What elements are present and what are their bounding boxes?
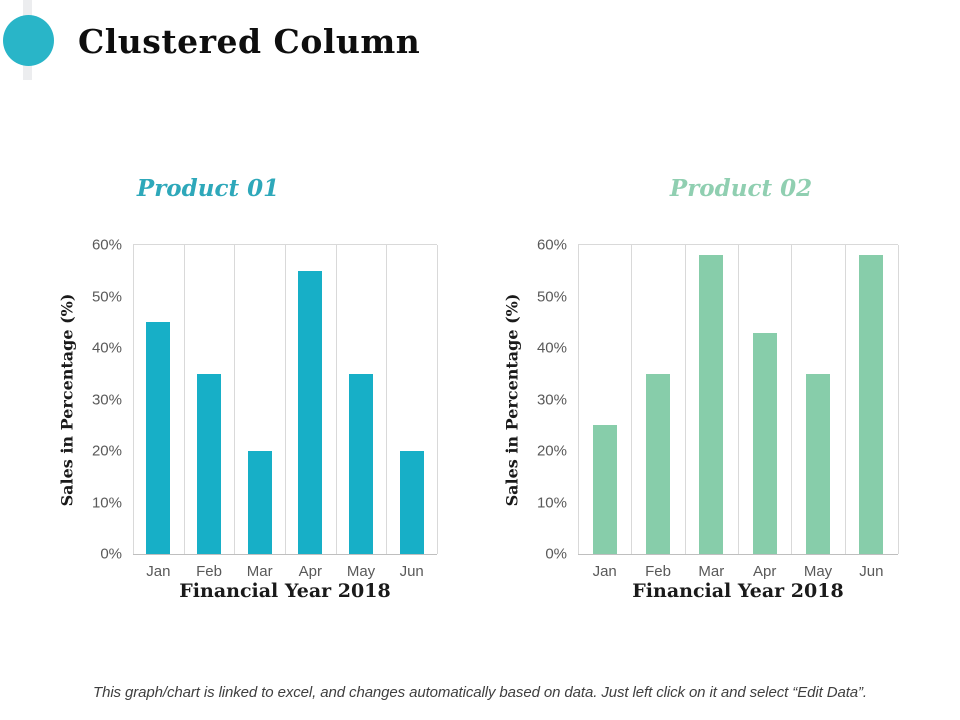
- x-tick-label: Feb: [196, 563, 222, 580]
- x-tick-label: Jun: [399, 563, 424, 580]
- bar-feb: [197, 373, 221, 554]
- x-axis-title: Financial Year 2018: [179, 580, 391, 602]
- gridline: [234, 245, 235, 554]
- x-tick-label: Jan: [592, 563, 617, 580]
- x-tick-label: Mar: [246, 563, 273, 580]
- footer-note: This graph/chart is linked to excel, and…: [93, 684, 867, 701]
- y-tick-label: 0%: [545, 545, 567, 563]
- gridline: [285, 245, 286, 554]
- bar-jun: [859, 255, 884, 554]
- y-tick-label: 0%: [100, 545, 122, 563]
- page-title: Clustered Column: [78, 22, 421, 61]
- bar-may: [806, 373, 830, 554]
- x-tick-label: Apr: [752, 563, 777, 580]
- x-tick-label: Mar: [698, 563, 725, 580]
- gridline: [845, 245, 846, 554]
- y-axis-title: Sales in Percentage (%): [502, 293, 522, 506]
- gridline: [791, 245, 792, 554]
- y-tick-label: 40%: [91, 339, 122, 357]
- gridline: [631, 245, 632, 554]
- bar-apr: [752, 332, 777, 554]
- header-accent-circle-icon: [3, 15, 54, 66]
- gridline: [578, 245, 579, 554]
- gridline: [898, 245, 899, 554]
- bar-apr: [298, 270, 323, 554]
- gridline: [336, 245, 337, 554]
- bar-may: [349, 373, 373, 554]
- y-tick-label: 40%: [536, 339, 567, 357]
- x-tick-label: Jan: [146, 563, 171, 580]
- y-tick-label: 50%: [91, 288, 122, 305]
- y-tick-label: 10%: [536, 494, 567, 511]
- plot-area: Sales in Percentage (%) Financial Year 2…: [58, 237, 438, 602]
- y-tick-label: 20%: [536, 442, 567, 460]
- bar-jun: [399, 451, 424, 554]
- x-tick-label: Feb: [645, 563, 671, 580]
- y-tick-label: 30%: [536, 391, 567, 408]
- gridline: [685, 245, 686, 554]
- x-tick-label: May: [803, 563, 833, 580]
- x-tick-label: Jun: [859, 563, 884, 580]
- bar-jan: [592, 425, 617, 554]
- x-tick-label: May: [346, 563, 376, 580]
- y-tick-label: 60%: [536, 236, 567, 254]
- bar-mar: [699, 255, 724, 554]
- chart-title-product-01: Product 01: [136, 175, 280, 202]
- chart-title-product-02: Product 02: [669, 175, 813, 202]
- x-tick-label: Apr: [298, 563, 322, 580]
- bar-feb: [646, 373, 670, 554]
- y-axis-title: Sales in Percentage (%): [57, 293, 77, 506]
- y-tick-label: 60%: [91, 236, 122, 254]
- x-axis-title: Financial Year 2018: [632, 580, 844, 602]
- bar-jan: [146, 322, 171, 554]
- gridline: [386, 245, 387, 554]
- y-tick-label: 30%: [91, 391, 122, 408]
- gridline: [133, 245, 134, 554]
- plot-area: Sales in Percentage (%) Financial Year 2…: [503, 237, 899, 602]
- gridline: [437, 245, 438, 554]
- gridline: [184, 245, 185, 554]
- bar-mar: [247, 451, 272, 554]
- y-tick-label: 20%: [91, 442, 122, 460]
- gridline: [738, 245, 739, 554]
- y-tick-label: 10%: [91, 494, 122, 511]
- y-tick-label: 50%: [536, 288, 567, 305]
